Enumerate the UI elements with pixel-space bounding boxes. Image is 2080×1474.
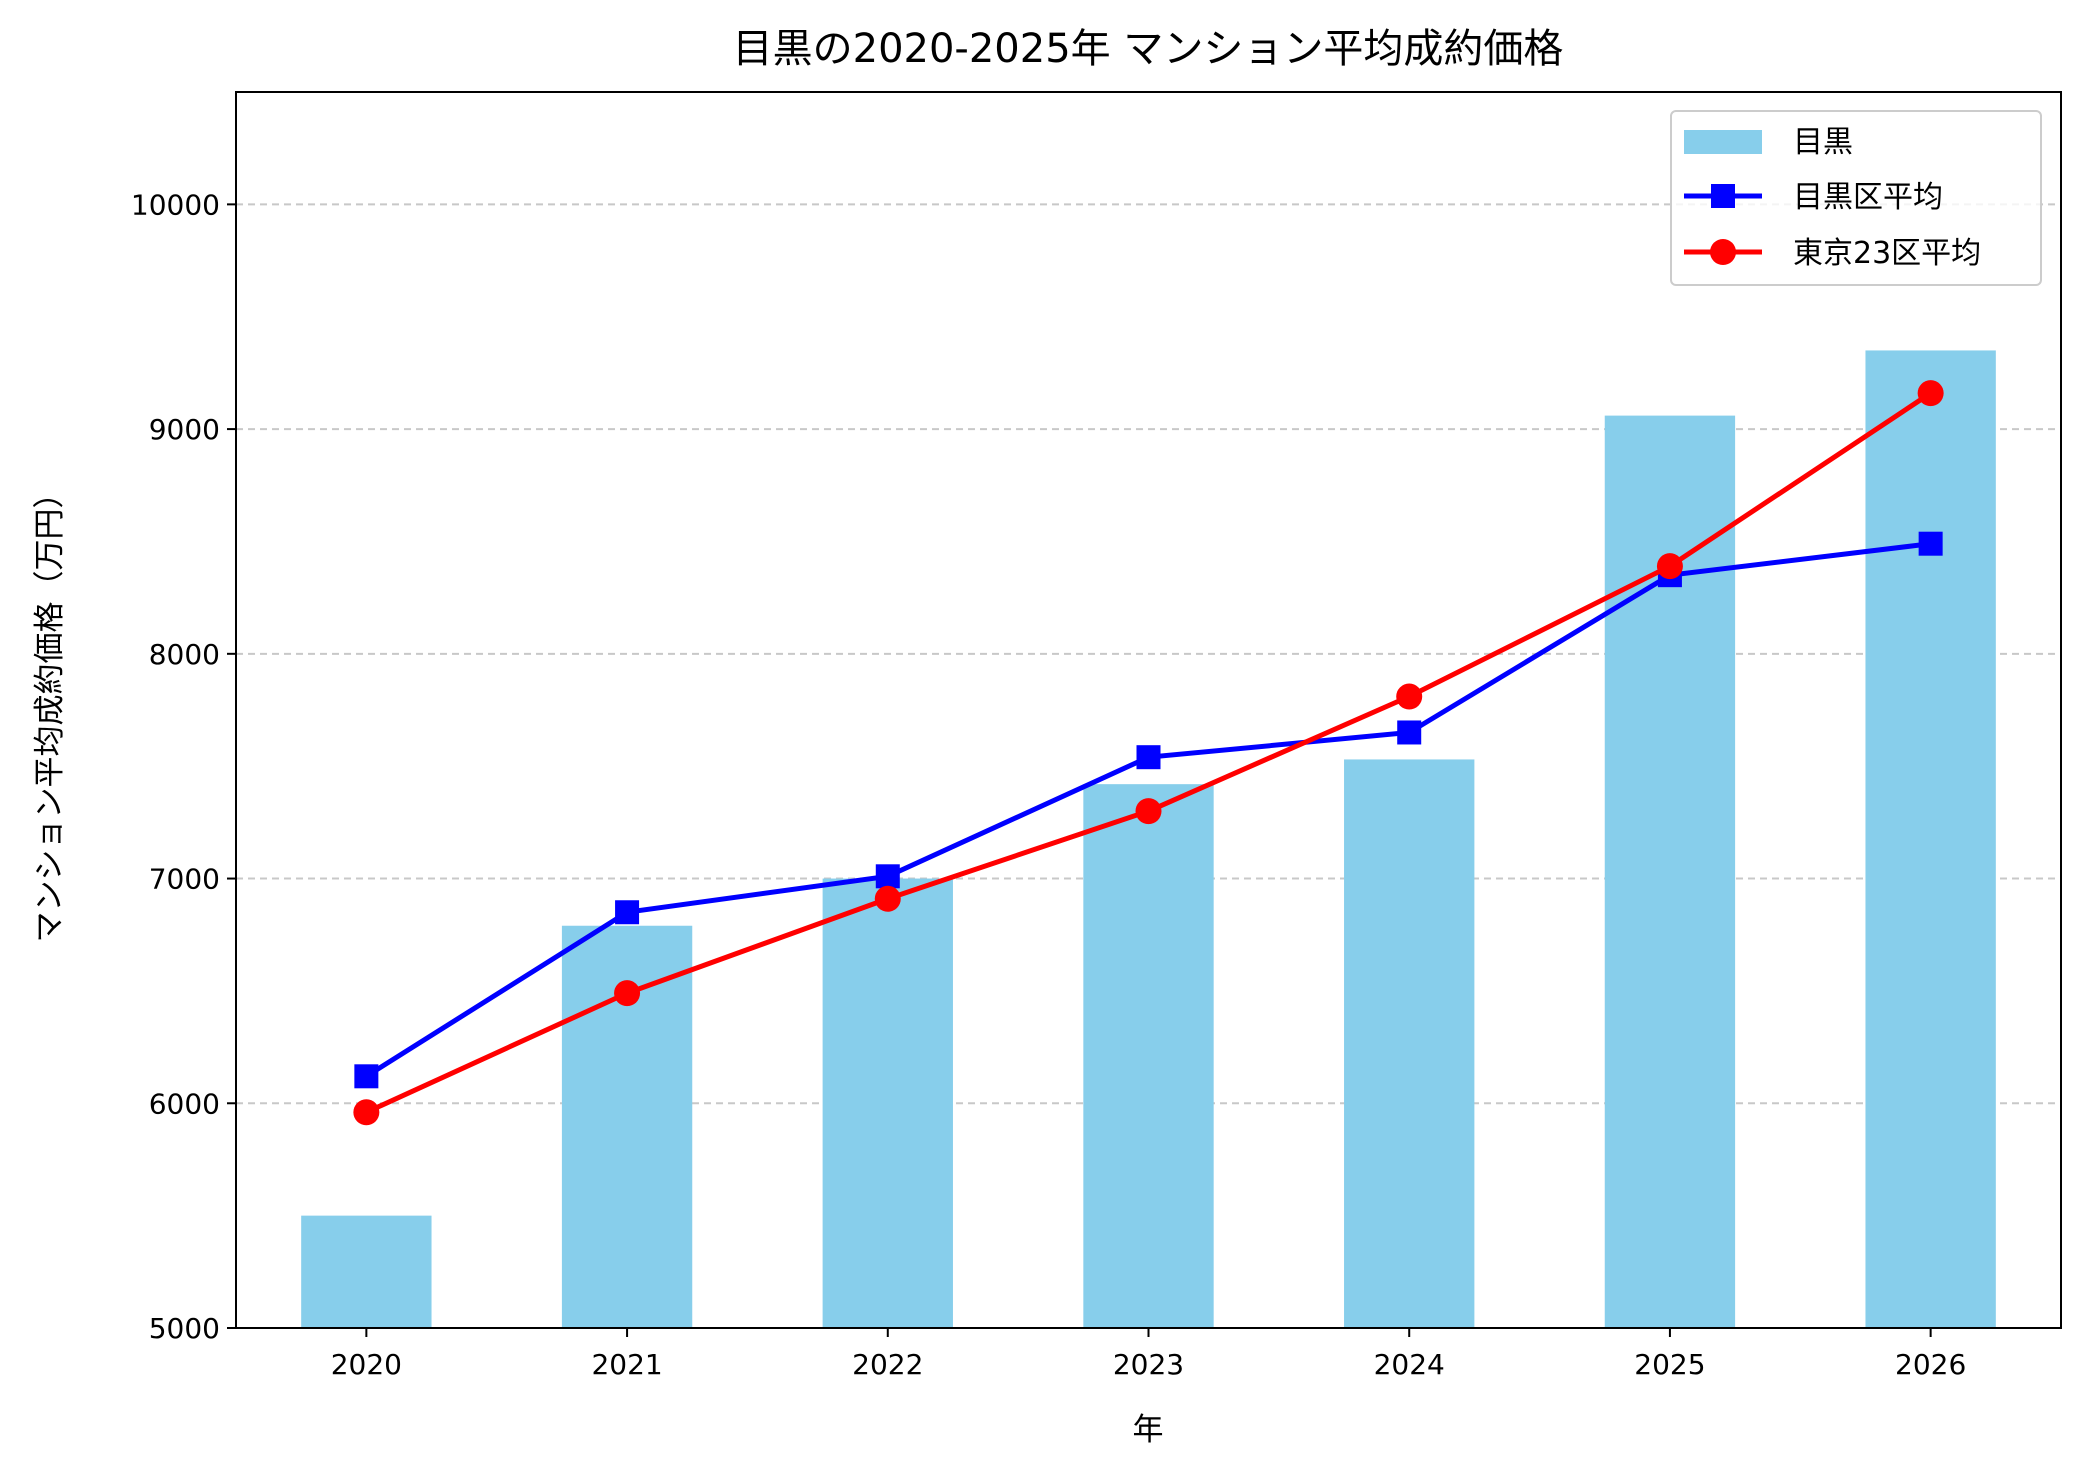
chart-title: 目黒の2020-2025年 マンション平均成約価格 (733, 26, 1564, 72)
y-ticks: 5000 6000 7000 8000 9000 10000 (131, 188, 236, 1345)
circle-marker-2021 (614, 980, 641, 1007)
legend-square-marker-icon (1711, 184, 1735, 208)
x-tick-label: 2022 (852, 1348, 923, 1381)
x-tick-label: 2020 (331, 1348, 402, 1381)
legend-label-meguro-avg: 目黒区平均 (1793, 180, 1943, 215)
y-axis-label: マンション平均成約価格（万円） (32, 478, 68, 943)
x-tick-label: 2025 (1634, 1348, 1705, 1381)
square-marker-2021 (615, 900, 640, 925)
y-tick-label: 6000 (149, 1087, 220, 1120)
legend-circle-marker-icon (1710, 239, 1736, 265)
circle-marker-2026 (1917, 380, 1944, 407)
circle-marker-2020 (353, 1099, 380, 1126)
circle-marker-2023 (1135, 798, 1162, 825)
square-marker-2026 (1918, 531, 1943, 556)
y-tick-label: 5000 (149, 1312, 220, 1345)
y-tick-label: 8000 (149, 638, 220, 671)
circle-marker-2025 (1656, 553, 1683, 580)
square-marker-2024 (1397, 720, 1422, 745)
y-tick-label: 7000 (149, 863, 220, 896)
lines (353, 380, 1944, 1126)
x-tick-label: 2023 (1113, 1348, 1184, 1381)
x-ticks: 2020 2021 2022 2023 2024 2025 2026 (331, 1328, 1966, 1381)
bar-2023 (1083, 784, 1214, 1328)
circle-marker-2022 (874, 885, 901, 912)
circle-marker-2024 (1396, 683, 1423, 710)
legend-label-tokyo23-avg: 東京23区平均 (1793, 236, 1981, 271)
bar-2024 (1344, 759, 1475, 1328)
y-tick-label: 10000 (131, 188, 220, 221)
bar-2020 (301, 1215, 432, 1328)
bar-2025 (1604, 415, 1736, 1328)
bar-2022 (822, 878, 953, 1328)
x-axis-label: 年 (1133, 1412, 1164, 1448)
bar-2026 (1865, 350, 1996, 1328)
square-marker-2023 (1136, 745, 1161, 770)
x-tick-label: 2024 (1374, 1348, 1445, 1381)
legend: 目黒 目黒区平均 東京23区平均 (1670, 110, 2042, 286)
square-marker-2022 (875, 864, 900, 889)
x-tick-label: 2026 (1895, 1348, 1966, 1381)
bars (301, 350, 1996, 1328)
legend-bar-swatch (1684, 130, 1762, 154)
legend-label-meguro: 目黒 (1793, 125, 1853, 160)
square-marker-2020 (354, 1064, 379, 1089)
x-tick-label: 2021 (591, 1348, 662, 1381)
legend-frame (1670, 110, 2042, 286)
y-tick-label: 9000 (149, 413, 220, 446)
